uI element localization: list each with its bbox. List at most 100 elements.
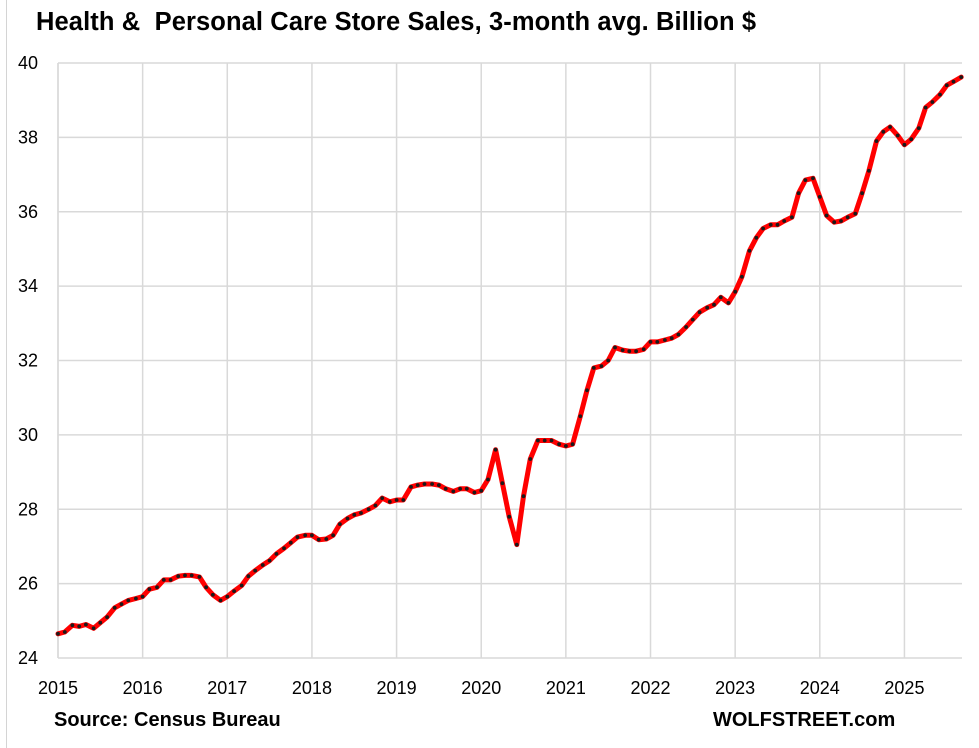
data-point bbox=[274, 552, 279, 556]
data-point bbox=[401, 498, 406, 502]
data-point bbox=[697, 310, 702, 315]
data-point bbox=[902, 142, 907, 147]
data-point bbox=[310, 533, 314, 538]
data-point bbox=[246, 574, 251, 579]
data-point bbox=[486, 477, 490, 482]
data-point bbox=[663, 338, 667, 342]
data-point bbox=[380, 496, 385, 500]
x-tick-label: 2024 bbox=[800, 678, 840, 698]
data-point bbox=[387, 499, 392, 504]
data-point bbox=[176, 574, 181, 579]
data-point bbox=[669, 336, 674, 341]
data-point bbox=[288, 540, 293, 545]
data-point bbox=[676, 332, 681, 337]
x-tick-label: 2021 bbox=[546, 678, 586, 698]
data-point bbox=[225, 594, 230, 599]
source-label: Source: Census Bureau bbox=[54, 709, 281, 731]
data-point bbox=[260, 563, 265, 567]
data-point bbox=[507, 514, 512, 519]
data-point bbox=[959, 75, 964, 79]
data-point bbox=[493, 447, 498, 452]
x-tick-label: 2023 bbox=[715, 678, 755, 698]
data-point bbox=[930, 100, 935, 104]
data-point bbox=[112, 605, 117, 610]
data-point bbox=[500, 481, 505, 486]
data-point bbox=[775, 222, 780, 227]
data-point bbox=[77, 624, 82, 629]
data-point bbox=[641, 347, 646, 352]
data-point bbox=[211, 592, 215, 597]
data-point bbox=[557, 442, 561, 447]
data-point bbox=[98, 620, 103, 625]
data-point bbox=[570, 442, 575, 447]
data-point bbox=[437, 483, 441, 487]
data-point bbox=[338, 522, 342, 526]
data-point bbox=[295, 535, 300, 539]
data-point bbox=[352, 512, 357, 517]
data-point bbox=[782, 219, 787, 223]
data-point bbox=[345, 516, 350, 521]
data-point bbox=[183, 573, 187, 578]
data-point bbox=[70, 623, 75, 628]
data-point bbox=[197, 575, 202, 579]
data-point bbox=[733, 289, 738, 294]
data-point bbox=[938, 92, 942, 97]
data-point bbox=[824, 213, 829, 218]
data-point bbox=[690, 317, 695, 322]
y-tick-label: 32 bbox=[18, 351, 38, 371]
data-point bbox=[585, 388, 589, 393]
data-point bbox=[119, 602, 124, 606]
data-point bbox=[754, 235, 759, 240]
data-point bbox=[564, 444, 568, 448]
data-point bbox=[422, 482, 427, 486]
data-point bbox=[909, 137, 914, 142]
y-tick-label: 24 bbox=[18, 648, 38, 668]
data-point bbox=[479, 488, 484, 493]
x-tick-label: 2019 bbox=[377, 678, 417, 698]
data-point bbox=[895, 133, 900, 138]
x-tick-label: 2025 bbox=[884, 678, 924, 698]
data-point bbox=[648, 340, 653, 344]
data-point bbox=[147, 587, 152, 592]
data-point bbox=[620, 348, 625, 352]
y-tick-label: 36 bbox=[18, 202, 38, 222]
data-point bbox=[218, 598, 223, 603]
data-point bbox=[606, 358, 611, 363]
data-point bbox=[951, 79, 956, 84]
data-point bbox=[189, 573, 194, 578]
data-point bbox=[705, 305, 710, 310]
data-point bbox=[726, 301, 731, 305]
data-point bbox=[747, 248, 752, 253]
data-point bbox=[464, 486, 469, 491]
data-point bbox=[888, 125, 892, 129]
x-tick-label: 2016 bbox=[123, 678, 163, 698]
data-point bbox=[155, 585, 159, 590]
data-point bbox=[409, 485, 413, 489]
data-point bbox=[451, 489, 456, 494]
x-tick-label: 2015 bbox=[38, 678, 78, 698]
y-tick-label: 26 bbox=[18, 574, 38, 594]
data-point bbox=[366, 507, 371, 512]
data-point bbox=[84, 622, 88, 627]
data-point bbox=[267, 558, 272, 563]
data-point bbox=[768, 222, 773, 227]
chart-title: Health & Personal Care Store Sales, 3-mo… bbox=[36, 8, 757, 36]
data-point bbox=[542, 438, 547, 443]
data-point bbox=[168, 578, 173, 582]
data-point bbox=[161, 578, 166, 582]
data-point bbox=[140, 594, 145, 599]
data-point bbox=[458, 486, 462, 491]
data-point bbox=[62, 630, 67, 634]
data-point bbox=[860, 191, 864, 196]
x-tick-label: 2017 bbox=[207, 678, 247, 698]
data-point bbox=[324, 537, 329, 541]
data-point bbox=[874, 139, 879, 144]
data-point bbox=[394, 498, 399, 502]
data-point bbox=[761, 226, 765, 231]
data-point bbox=[105, 615, 109, 619]
data-point bbox=[56, 631, 60, 636]
series-line bbox=[55, 74, 964, 637]
data-point bbox=[684, 325, 688, 329]
